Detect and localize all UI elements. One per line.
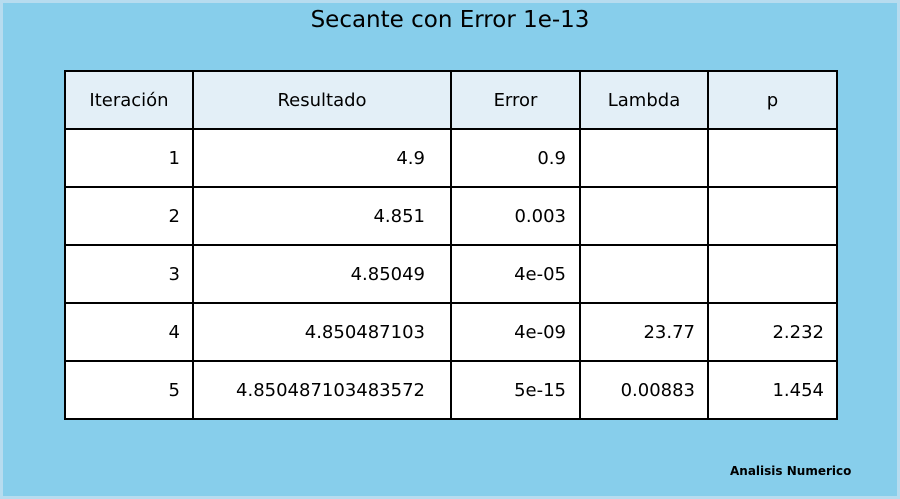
cell-iteracion: 3 [64, 244, 194, 304]
cell-resultado: 4.850487103 [192, 302, 452, 362]
cell-p [707, 186, 838, 246]
cell-lambda: 23.77 [579, 302, 709, 362]
cell-error: 0.003 [450, 186, 581, 246]
cell-iteracion: 4 [64, 302, 194, 362]
cell-lambda: 0.00883 [579, 360, 709, 420]
cell-resultado: 4.851 [192, 186, 452, 246]
header-error: Error [450, 70, 581, 130]
cell-lambda [579, 244, 709, 304]
cell-lambda [579, 186, 709, 246]
table-row: 1 4.9 0.9 [64, 128, 838, 188]
cell-error: 4e-09 [450, 302, 581, 362]
cell-resultado: 4.85049 [192, 244, 452, 304]
cell-iteracion: 2 [64, 186, 194, 246]
cell-error: 0.9 [450, 128, 581, 188]
results-table: Iteración Resultado Error Lambda p 1 4.9… [64, 70, 838, 420]
cell-p [707, 128, 838, 188]
cell-resultado: 4.9 [192, 128, 452, 188]
header-lambda: Lambda [579, 70, 709, 130]
table-row: 3 4.85049 4e-05 [64, 244, 838, 304]
cell-lambda [579, 128, 709, 188]
table-header-row: Iteración Resultado Error Lambda p [64, 70, 838, 130]
table-row: 5 4.850487103483572 5e-15 0.00883 1.454 [64, 360, 838, 420]
cell-resultado: 4.850487103483572 [192, 360, 452, 420]
table-row: 4 4.850487103 4e-09 23.77 2.232 [64, 302, 838, 362]
cell-error: 5e-15 [450, 360, 581, 420]
footer-credit: Analisis Numerico [730, 464, 852, 478]
header-iteracion: Iteración [64, 70, 194, 130]
cell-error: 4e-05 [450, 244, 581, 304]
cell-p: 1.454 [707, 360, 838, 420]
table-row: 2 4.851 0.003 [64, 186, 838, 246]
cell-iteracion: 5 [64, 360, 194, 420]
chart-title: Secante con Error 1e-13 [310, 7, 590, 33]
header-resultado: Resultado [192, 70, 452, 130]
cell-iteracion: 1 [64, 128, 194, 188]
cell-p: 2.232 [707, 302, 838, 362]
header-p: p [707, 70, 838, 130]
cell-p [707, 244, 838, 304]
